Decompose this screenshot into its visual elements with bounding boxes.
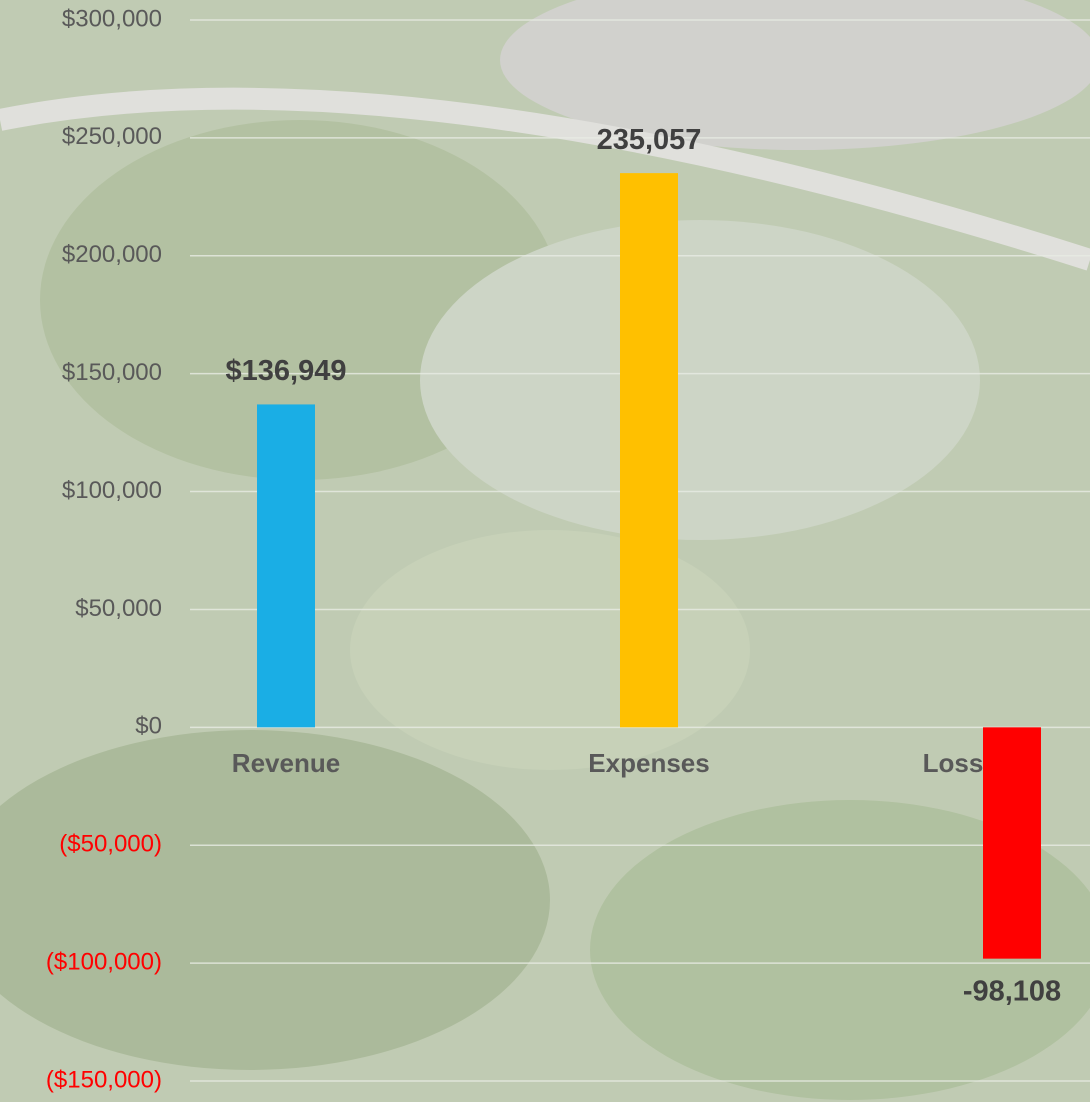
x-tick-label: Expenses [588,748,709,778]
y-tick-label: ($50,000) [59,831,162,858]
value-label: 235,057 [597,124,702,156]
bar [257,404,315,727]
x-tick-label: Revenue [232,748,340,778]
chart: ($150,000) ($100,000) ($50,000) $0 $50,000 $1… [0,0,1090,1102]
y-tick-label: $100,000 [62,477,162,504]
y-tick-label: ($150,000) [46,1066,162,1093]
value-label: -98,108 [963,975,1061,1007]
y-tick-label: $50,000 [75,595,162,622]
bar [620,173,678,727]
value-label: $136,949 [226,355,347,387]
x-tick-label: Loss [923,748,984,778]
y-tick-label: $250,000 [62,123,162,150]
y-tick-label: ($100,000) [46,948,162,975]
background [0,0,1090,1102]
y-tick-label: $200,000 [62,241,162,268]
y-tick-label: $0 [135,713,162,740]
page: ($150,000) ($100,000) ($50,000) $0 $50,000 $1… [0,0,1090,1102]
y-tick-label: $300,000 [62,5,162,32]
bar [983,727,1041,958]
y-tick-label: $150,000 [62,359,162,386]
